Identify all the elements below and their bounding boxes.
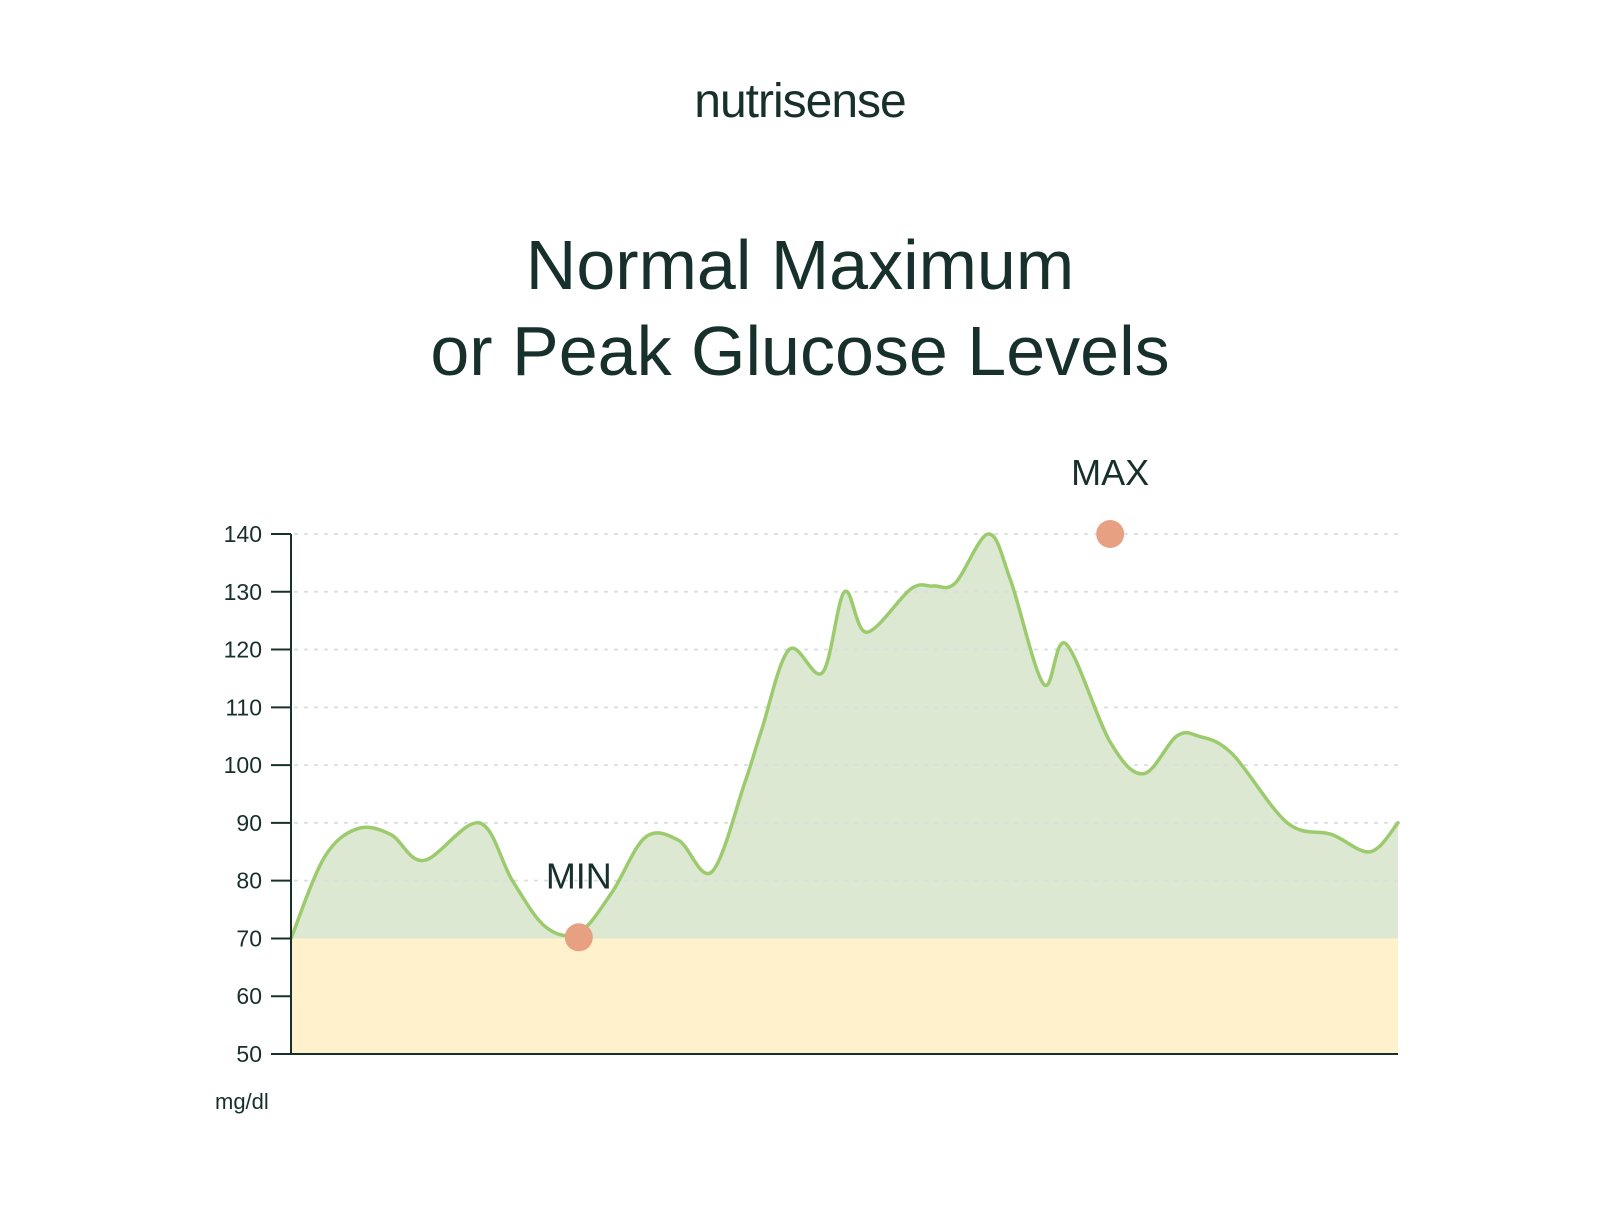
area-fill: [291, 533, 1398, 939]
chart-title: Normal Maximum or Peak Glucose Levels: [0, 222, 1600, 394]
y-tick-label: 130: [224, 579, 262, 605]
low-range-band: [291, 938, 1398, 1054]
min-marker: [564, 923, 593, 952]
y-tick-label: 80: [236, 868, 262, 894]
max-label: MAX: [1071, 452, 1149, 493]
y-tick-label: 140: [224, 521, 262, 547]
y-tick-label: 70: [236, 925, 262, 951]
brand-logo: nutrisense: [694, 75, 906, 128]
max-marker: [1096, 520, 1125, 548]
y-tick-label: 110: [225, 694, 262, 720]
chart-title-line-1: Normal Maximum: [525, 226, 1075, 304]
glucose-line: [289, 532, 1400, 941]
y-tick-label: 50: [236, 1041, 262, 1067]
y-tick-label: 120: [224, 637, 262, 663]
y-tick-label: 60: [236, 983, 262, 1009]
min-label: MIN: [546, 855, 612, 896]
y-tick-label: 100: [224, 752, 262, 778]
chart-title-line-2: or Peak Glucose Levels: [430, 312, 1170, 390]
y-tick-label: 90: [236, 810, 262, 836]
unit-label: mg/dl: [215, 1089, 269, 1114]
